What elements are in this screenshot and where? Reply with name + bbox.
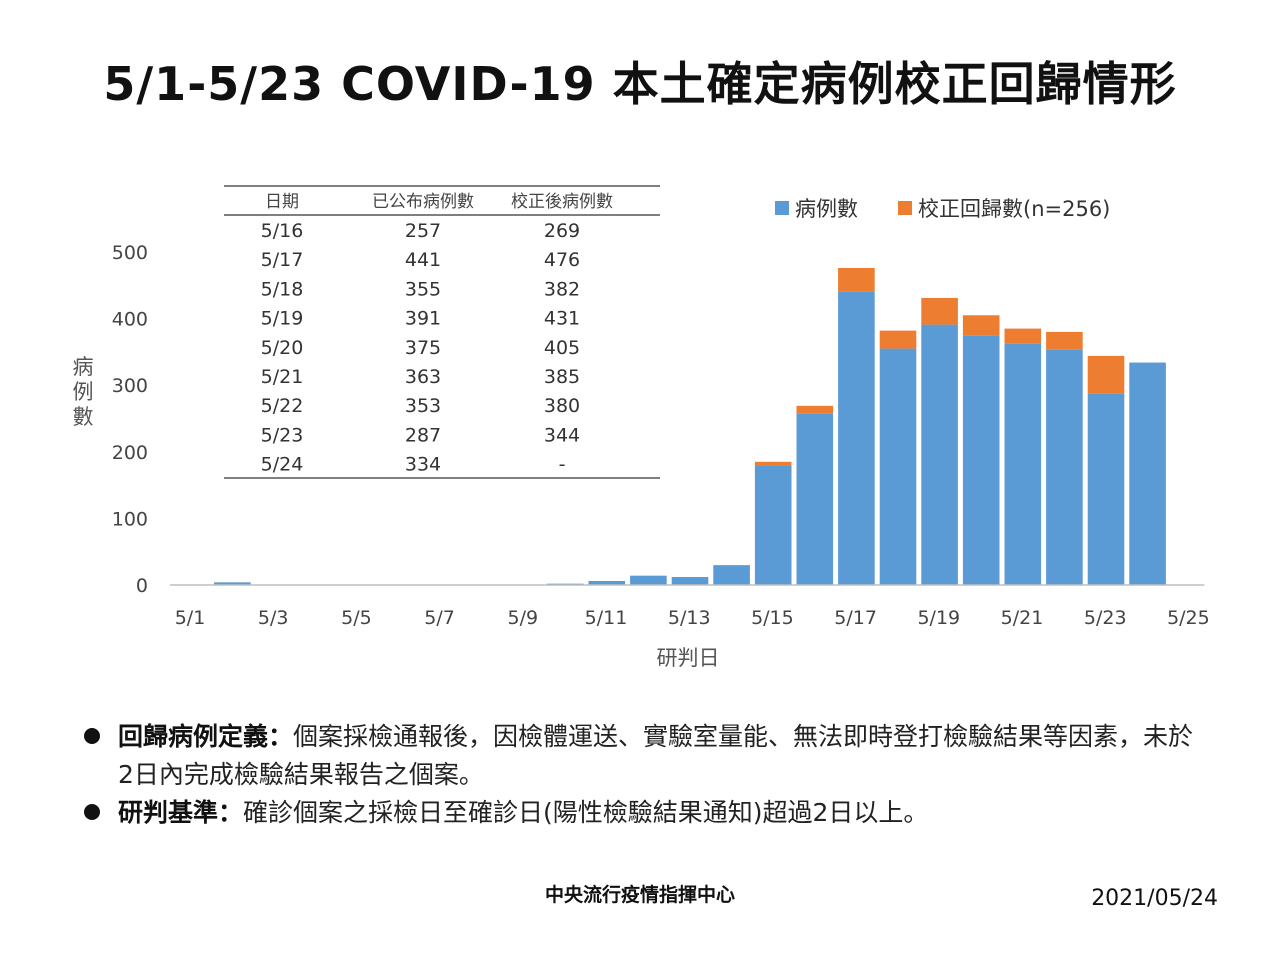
table-cell: 5/22 — [261, 395, 304, 417]
bar-backlogged-cases — [754, 461, 792, 466]
x-tick-label: 5/9 — [508, 607, 539, 629]
bar-reported-cases — [671, 577, 709, 585]
bar-reported-cases — [1046, 349, 1083, 585]
legend-label: 校正回歸數(n=256) — [918, 197, 1110, 221]
table-cell: - — [559, 454, 566, 476]
bar-reported-cases — [879, 348, 917, 585]
table-header-cell: 已公布病例數 — [372, 192, 474, 212]
y-tick-label: 100 — [112, 508, 148, 530]
table-cell: 355 — [405, 278, 441, 300]
bar-reported-cases — [588, 581, 626, 585]
x-tick-label: 5/5 — [341, 607, 372, 629]
x-tick-label: 5/7 — [424, 607, 455, 629]
table-cell: 287 — [405, 424, 441, 446]
table-cell: 363 — [405, 366, 441, 388]
legend-swatch-icon — [898, 201, 912, 215]
table-cell: 380 — [544, 395, 580, 417]
table-cell: 431 — [544, 308, 580, 330]
y-axis-label-char: 例 — [73, 380, 94, 404]
table-cell: 441 — [405, 249, 441, 271]
y-tick-label: 200 — [112, 442, 148, 464]
table-cell: 375 — [405, 337, 441, 359]
note-criteria: 研判基準：確診個案之採檢日至確診日(陽性檢驗結果通知)超過2日以上。 — [82, 794, 1202, 832]
bar-backlogged-cases — [879, 330, 917, 349]
bar-backlogged-cases — [1046, 331, 1083, 350]
bar-backlogged-cases — [962, 315, 1000, 336]
x-tick-label: 5/15 — [751, 607, 794, 629]
x-tick-label: 5/11 — [585, 607, 628, 629]
table-cell: 382 — [544, 278, 580, 300]
bullet-dot-icon — [84, 804, 100, 820]
note-definition-label: 回歸病例定義： — [118, 722, 294, 751]
table-header-cell: 日期 — [265, 192, 299, 212]
bar-backlogged-cases — [1087, 355, 1125, 394]
table-cell: 391 — [405, 308, 441, 330]
bar-reported-cases — [214, 582, 251, 585]
x-tick-label: 5/13 — [668, 607, 711, 629]
table-cell: 5/23 — [261, 424, 304, 446]
table-cell: 257 — [405, 220, 441, 242]
table-cell: 476 — [544, 249, 580, 271]
y-tick-label: 300 — [112, 375, 148, 397]
table-cell: 344 — [544, 424, 580, 446]
y-tick-label: 500 — [112, 242, 148, 264]
note-definition-text: 個案採檢通報後，因檢體運送、實驗室量能、無法即時登打檢驗結果等因素，未於2日內完… — [118, 722, 1194, 789]
table-header-cell: 校正後病例數 — [511, 192, 613, 212]
bar-backlogged-cases — [796, 405, 834, 414]
table-cell: 353 — [405, 395, 441, 417]
bar-backlogged-cases — [713, 565, 750, 566]
y-tick-label: 400 — [112, 309, 148, 331]
bar-backlogged-cases — [838, 267, 875, 292]
bar-backlogged-cases — [921, 297, 958, 325]
table-cell: 5/18 — [261, 278, 304, 300]
bar-reported-cases — [630, 575, 667, 585]
bar-reported-cases — [713, 565, 750, 585]
table-cell: 5/16 — [261, 220, 304, 242]
table-cell: 5/24 — [261, 454, 304, 476]
bar-backlogged-cases — [1004, 328, 1042, 344]
case-bar-chart: 0 100 200 300 400 500 病例數 5/1 5/3 5/5 5/7 5/9 5/11 5/… — [73, 185, 1210, 670]
table-cell: 269 — [544, 220, 580, 242]
x-tick-label: 5/1 — [175, 607, 206, 629]
footer-date: 2021/05/24 — [1091, 886, 1218, 911]
y-axis-label-char: 病 — [73, 355, 94, 379]
bar-reported-cases — [921, 324, 958, 585]
bar-reported-cases — [962, 335, 1000, 585]
y-axis-label-char: 數 — [73, 405, 94, 429]
bar-reported-cases — [838, 291, 875, 585]
x-tick-label: 5/21 — [1001, 607, 1044, 629]
x-tick-label: 5/25 — [1167, 607, 1210, 629]
table-cell: 5/17 — [261, 249, 304, 271]
legend-label: 病例數 — [795, 197, 858, 221]
footer-organization: 中央流行疫情指揮中心 — [544, 884, 735, 906]
x-tick-label: 5/23 — [1084, 607, 1127, 629]
x-axis-label: 研判日 — [657, 646, 720, 670]
x-tick-label: 5/19 — [917, 607, 960, 629]
legend-swatch-icon — [775, 201, 789, 215]
table-cell: 5/19 — [261, 308, 304, 330]
bullet-dot-icon — [84, 728, 100, 744]
table-cell: 385 — [544, 366, 580, 388]
notes-list: 回歸病例定義：個案採檢通報後，因檢體運送、實驗室量能、無法即時登打檢驗結果等因素… — [82, 718, 1202, 832]
bar-reported-cases — [1087, 393, 1125, 585]
table-cell: 5/21 — [261, 366, 304, 388]
note-definition: 回歸病例定義：個案採檢通報後，因檢體運送、實驗室量能、無法即時登打檢驗結果等因素… — [82, 718, 1202, 794]
bar-reported-cases — [1004, 343, 1042, 585]
x-tick-label: 5/17 — [834, 607, 877, 629]
table-cell: 5/20 — [261, 337, 304, 359]
table-cell: 405 — [544, 337, 580, 359]
bar-reported-cases — [754, 465, 792, 585]
y-tick-label: 0 — [136, 575, 148, 597]
note-criteria-label: 研判基準： — [118, 798, 244, 827]
bar-reported-cases — [1129, 362, 1166, 585]
note-criteria-text: 確診個案之採檢日至確診日(陽性檢驗結果通知)超過2日以上。 — [243, 798, 929, 827]
x-tick-label: 5/3 — [258, 607, 289, 629]
bar-reported-cases — [796, 413, 834, 585]
table-cell: 334 — [405, 454, 441, 476]
page-title: 5/1-5/23 COVID-19 本土確定病例校正回歸情形 — [103, 57, 1177, 111]
